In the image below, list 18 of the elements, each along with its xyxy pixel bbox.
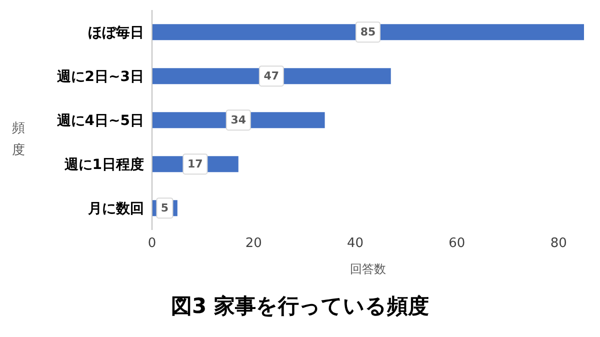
x-tick-label: 0 <box>148 236 156 252</box>
y-tick-label: 週に2日~3日 <box>56 68 144 85</box>
x-axis-title: 回答数 <box>350 262 386 276</box>
data-label: 47 <box>264 70 280 83</box>
y-tick-label: 週に1日程度 <box>63 156 144 173</box>
data-label: 85 <box>360 26 376 39</box>
x-tick-label: 60 <box>448 236 466 252</box>
y-tick-label: ほぼ毎日 <box>88 24 144 41</box>
x-tick-label: 20 <box>245 236 262 252</box>
y-tick-label: 月に数回 <box>87 200 144 217</box>
x-tick-label: 40 <box>347 236 364 252</box>
x-tick-label: 80 <box>550 236 567 252</box>
data-label: 17 <box>188 158 203 171</box>
text: 図3 家事を行っている頻度 <box>170 293 430 320</box>
y-axis-title: 頻度 <box>12 120 26 160</box>
y-tick-label: 週に4日~5日 <box>56 112 144 129</box>
data-label: 5 <box>160 202 169 215</box>
data-label: 34 <box>230 114 246 127</box>
